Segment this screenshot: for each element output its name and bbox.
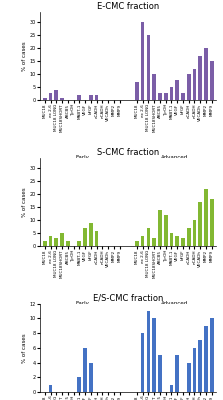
Bar bbox=[95, 95, 98, 100]
Bar bbox=[158, 92, 162, 100]
Bar bbox=[198, 56, 202, 100]
Bar bbox=[158, 355, 162, 392]
Text: Early: Early bbox=[75, 301, 89, 306]
Bar bbox=[158, 210, 162, 246]
Bar bbox=[77, 377, 81, 392]
Bar bbox=[152, 238, 156, 246]
Bar bbox=[43, 98, 47, 100]
Bar bbox=[95, 230, 98, 246]
Bar bbox=[54, 90, 58, 100]
Text: stage: stage bbox=[120, 173, 137, 178]
Bar bbox=[210, 61, 214, 100]
Title: S-CMC fraction: S-CMC fraction bbox=[97, 148, 159, 157]
Bar bbox=[77, 241, 81, 246]
Bar bbox=[175, 236, 179, 246]
Bar bbox=[141, 236, 145, 246]
Bar bbox=[152, 318, 156, 392]
Bar bbox=[147, 228, 150, 246]
Title: E/S-CMC fraction: E/S-CMC fraction bbox=[93, 294, 163, 303]
Y-axis label: % of cases: % of cases bbox=[22, 41, 27, 71]
Bar bbox=[181, 238, 185, 246]
Bar bbox=[175, 355, 179, 392]
Bar bbox=[169, 385, 173, 392]
Bar bbox=[135, 241, 139, 246]
Bar bbox=[147, 311, 150, 392]
Y-axis label: % of cases: % of cases bbox=[22, 333, 27, 363]
Bar bbox=[187, 362, 190, 392]
Bar bbox=[77, 95, 81, 100]
Bar bbox=[169, 87, 173, 100]
Bar bbox=[193, 220, 196, 246]
Bar bbox=[193, 348, 196, 392]
Bar bbox=[83, 228, 87, 246]
Bar bbox=[49, 236, 52, 246]
Bar bbox=[89, 223, 93, 246]
Bar bbox=[49, 92, 52, 100]
Text: Advanced: Advanced bbox=[161, 155, 188, 160]
Bar bbox=[135, 82, 139, 100]
Bar bbox=[54, 238, 58, 246]
Bar bbox=[43, 241, 47, 246]
Bar bbox=[89, 95, 93, 100]
Text: Early: Early bbox=[75, 155, 89, 160]
Bar bbox=[89, 362, 93, 392]
Bar bbox=[198, 340, 202, 392]
Bar bbox=[193, 69, 196, 100]
Title: E-CMC fraction: E-CMC fraction bbox=[97, 2, 159, 11]
Bar bbox=[204, 48, 208, 100]
Bar bbox=[181, 92, 185, 100]
Bar bbox=[83, 348, 87, 392]
Bar bbox=[210, 318, 214, 392]
Bar bbox=[164, 215, 167, 246]
Bar bbox=[66, 241, 70, 246]
Bar bbox=[210, 200, 214, 246]
Bar bbox=[204, 326, 208, 392]
Y-axis label: % of cases: % of cases bbox=[22, 187, 27, 217]
Bar bbox=[60, 98, 64, 100]
Bar bbox=[152, 74, 156, 100]
Bar bbox=[169, 233, 173, 246]
Bar bbox=[141, 22, 145, 100]
Bar bbox=[164, 92, 167, 100]
Bar bbox=[204, 189, 208, 246]
Text: Advanced: Advanced bbox=[161, 301, 188, 306]
Bar bbox=[198, 202, 202, 246]
Bar bbox=[141, 333, 145, 392]
Bar bbox=[175, 80, 179, 100]
Bar bbox=[49, 385, 52, 392]
Bar bbox=[147, 35, 150, 100]
Text: stage: stage bbox=[120, 319, 137, 324]
Bar bbox=[60, 233, 64, 246]
Bar bbox=[187, 228, 190, 246]
Bar bbox=[187, 74, 190, 100]
